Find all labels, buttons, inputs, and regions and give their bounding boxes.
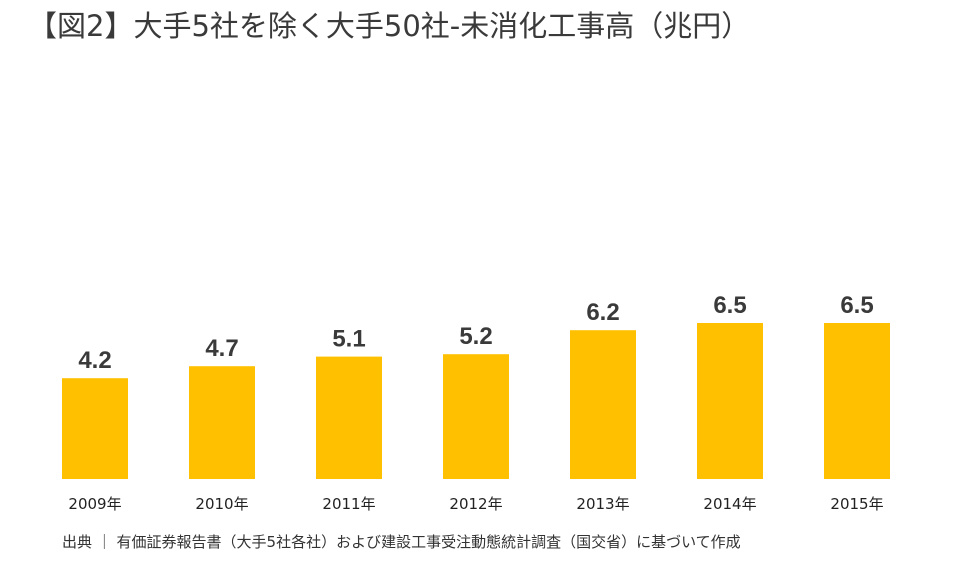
category-label: 2015年 xyxy=(830,495,883,513)
bars-layer xyxy=(62,323,890,479)
category-labels-layer: 2009年 2010年 2011年 2012年 2013年 2014年 2015年 xyxy=(68,495,883,513)
bar-2011年 xyxy=(316,356,382,479)
category-label: 2013年 xyxy=(576,495,629,513)
value-label: 4.2 xyxy=(78,347,111,374)
category-label: 2014年 xyxy=(703,495,756,513)
category-label: 2009年 xyxy=(68,495,121,513)
value-label: 5.2 xyxy=(459,323,492,350)
value-label: 6.5 xyxy=(713,292,746,319)
category-label: 2012年 xyxy=(449,495,502,513)
value-label: 6.5 xyxy=(840,292,873,319)
bar-2013年 xyxy=(570,330,636,479)
value-labels-layer: 4.2 4.7 5.1 5.2 6.2 6.5 6.5 xyxy=(78,292,873,374)
source-note: 出典 ｜ 有価証券報告書（大手5社各社）および建設工事受注動態統計調査（国交省）… xyxy=(62,533,741,551)
value-label: 4.7 xyxy=(205,335,238,362)
category-label: 2010年 xyxy=(195,495,248,513)
bar-2010年 xyxy=(189,366,255,479)
value-label: 6.2 xyxy=(586,299,619,326)
bar-2009年 xyxy=(62,378,128,479)
chart-title: 【図2】大手5社を除く大手50社-未消化工事高（兆円） xyxy=(28,9,751,43)
value-label: 5.1 xyxy=(332,326,365,353)
bar-2014年 xyxy=(697,323,763,479)
bar-2012年 xyxy=(443,354,509,479)
bar-2015年 xyxy=(824,323,890,479)
category-label: 2011年 xyxy=(322,495,375,513)
